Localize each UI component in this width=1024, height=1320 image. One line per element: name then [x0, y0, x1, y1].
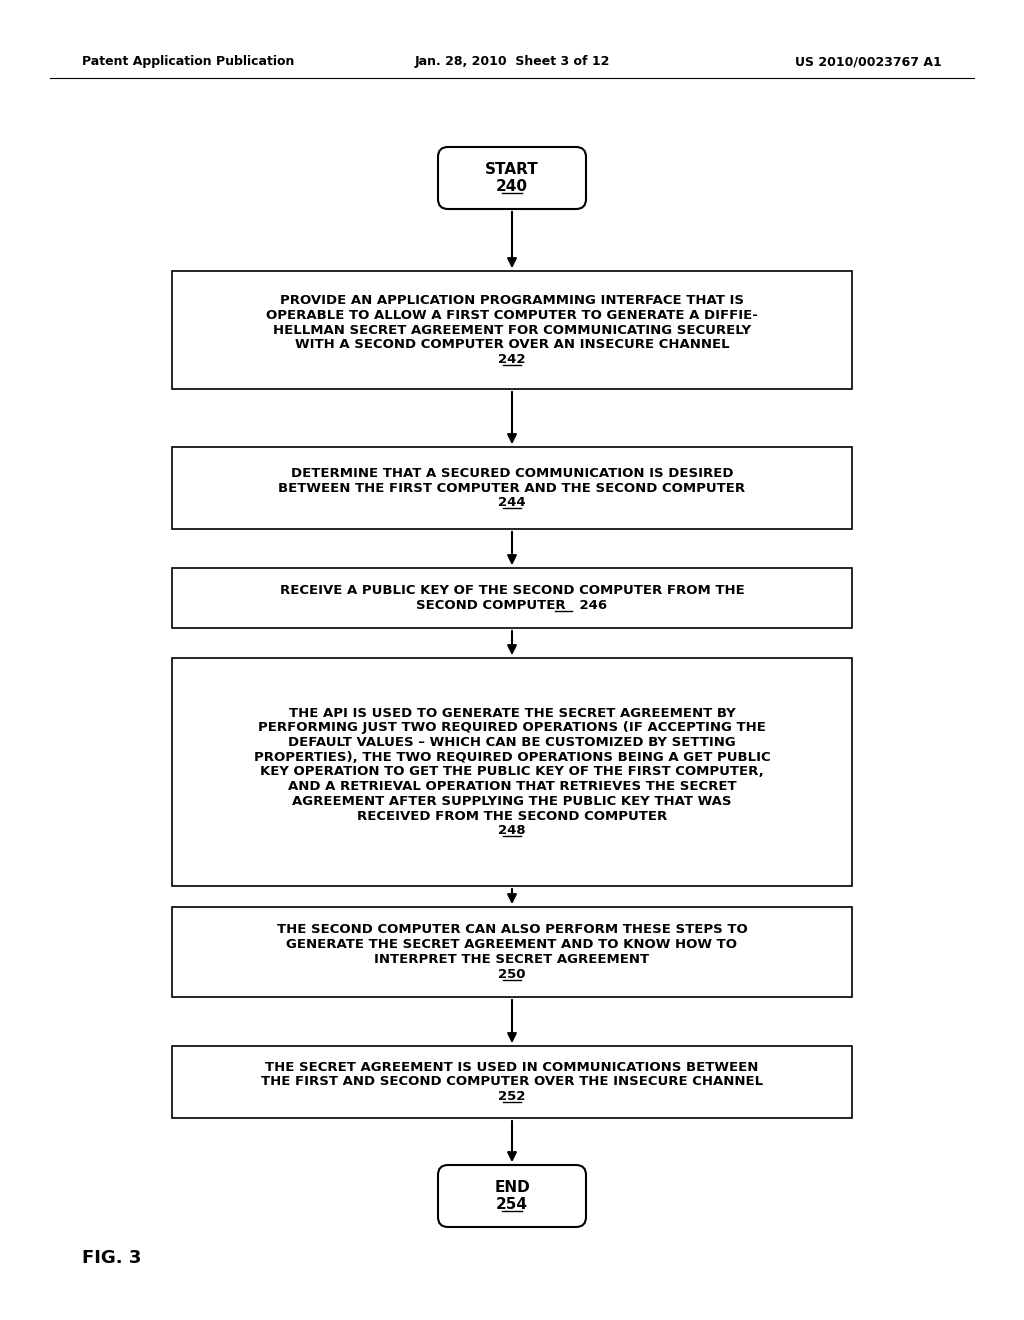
Text: PROVIDE AN APPLICATION PROGRAMMING INTERFACE THAT IS: PROVIDE AN APPLICATION PROGRAMMING INTER… [280, 294, 744, 308]
Text: PERFORMING JUST TWO REQUIRED OPERATIONS (IF ACCEPTING THE: PERFORMING JUST TWO REQUIRED OPERATIONS … [258, 721, 766, 734]
Text: INTERPRET THE SECRET AGREEMENT: INTERPRET THE SECRET AGREEMENT [375, 953, 649, 966]
Text: PROPERTIES), THE TWO REQUIRED OPERATIONS BEING A GET PUBLIC: PROPERTIES), THE TWO REQUIRED OPERATIONS… [254, 751, 770, 764]
Text: 242: 242 [499, 352, 525, 366]
Text: OPERABLE TO ALLOW A FIRST COMPUTER TO GENERATE A DIFFIE-: OPERABLE TO ALLOW A FIRST COMPUTER TO GE… [266, 309, 758, 322]
Text: 244: 244 [499, 496, 525, 510]
Text: END: END [495, 1180, 529, 1195]
Text: 248: 248 [499, 825, 525, 837]
Text: THE API IS USED TO GENERATE THE SECRET AGREEMENT BY: THE API IS USED TO GENERATE THE SECRET A… [289, 706, 735, 719]
Text: 250: 250 [499, 968, 525, 981]
Text: Jan. 28, 2010  Sheet 3 of 12: Jan. 28, 2010 Sheet 3 of 12 [415, 55, 609, 69]
Text: START: START [485, 162, 539, 177]
Text: DEFAULT VALUES – WHICH CAN BE CUSTOMIZED BY SETTING: DEFAULT VALUES – WHICH CAN BE CUSTOMIZED… [288, 737, 736, 748]
Text: SECOND COMPUTER   246: SECOND COMPUTER 246 [417, 599, 607, 612]
Bar [172, 1045, 852, 1118]
Text: KEY OPERATION TO GET THE PUBLIC KEY OF THE FIRST COMPUTER,: KEY OPERATION TO GET THE PUBLIC KEY OF T… [260, 766, 764, 779]
Text: AND A RETRIEVAL OPERATION THAT RETRIEVES THE SECRET: AND A RETRIEVAL OPERATION THAT RETRIEVES… [288, 780, 736, 793]
Text: RECEIVED FROM THE SECOND COMPUTER: RECEIVED FROM THE SECOND COMPUTER [357, 809, 667, 822]
Text: FIG. 3: FIG. 3 [82, 1249, 141, 1267]
Text: THE SECRET AGREEMENT IS USED IN COMMUNICATIONS BETWEEN: THE SECRET AGREEMENT IS USED IN COMMUNIC… [265, 1061, 759, 1073]
Text: US 2010/0023767 A1: US 2010/0023767 A1 [796, 55, 942, 69]
Text: HELLMAN SECRET AGREEMENT FOR COMMUNICATING SECURELY: HELLMAN SECRET AGREEMENT FOR COMMUNICATI… [273, 323, 751, 337]
Text: 252: 252 [499, 1090, 525, 1104]
Text: Patent Application Publication: Patent Application Publication [82, 55, 294, 69]
Text: 254: 254 [496, 1197, 528, 1212]
FancyBboxPatch shape [438, 1166, 586, 1228]
Text: RECEIVE A PUBLIC KEY OF THE SECOND COMPUTER FROM THE: RECEIVE A PUBLIC KEY OF THE SECOND COMPU… [280, 585, 744, 597]
FancyBboxPatch shape [438, 147, 586, 209]
Text: WITH A SECOND COMPUTER OVER AN INSECURE CHANNEL: WITH A SECOND COMPUTER OVER AN INSECURE … [295, 338, 729, 351]
Bar [172, 657, 852, 886]
Bar [172, 447, 852, 529]
Text: THE FIRST AND SECOND COMPUTER OVER THE INSECURE CHANNEL: THE FIRST AND SECOND COMPUTER OVER THE I… [261, 1076, 763, 1089]
Bar [172, 568, 852, 628]
Bar [172, 271, 852, 389]
Text: THE SECOND COMPUTER CAN ALSO PERFORM THESE STEPS TO: THE SECOND COMPUTER CAN ALSO PERFORM THE… [276, 924, 748, 936]
Text: 240: 240 [496, 180, 528, 194]
Bar [172, 907, 852, 997]
Text: BETWEEN THE FIRST COMPUTER AND THE SECOND COMPUTER: BETWEEN THE FIRST COMPUTER AND THE SECON… [279, 482, 745, 495]
Text: GENERATE THE SECRET AGREEMENT AND TO KNOW HOW TO: GENERATE THE SECRET AGREEMENT AND TO KNO… [287, 939, 737, 952]
Text: AGREEMENT AFTER SUPPLYING THE PUBLIC KEY THAT WAS: AGREEMENT AFTER SUPPLYING THE PUBLIC KEY… [292, 795, 732, 808]
Text: DETERMINE THAT A SECURED COMMUNICATION IS DESIRED: DETERMINE THAT A SECURED COMMUNICATION I… [291, 467, 733, 479]
